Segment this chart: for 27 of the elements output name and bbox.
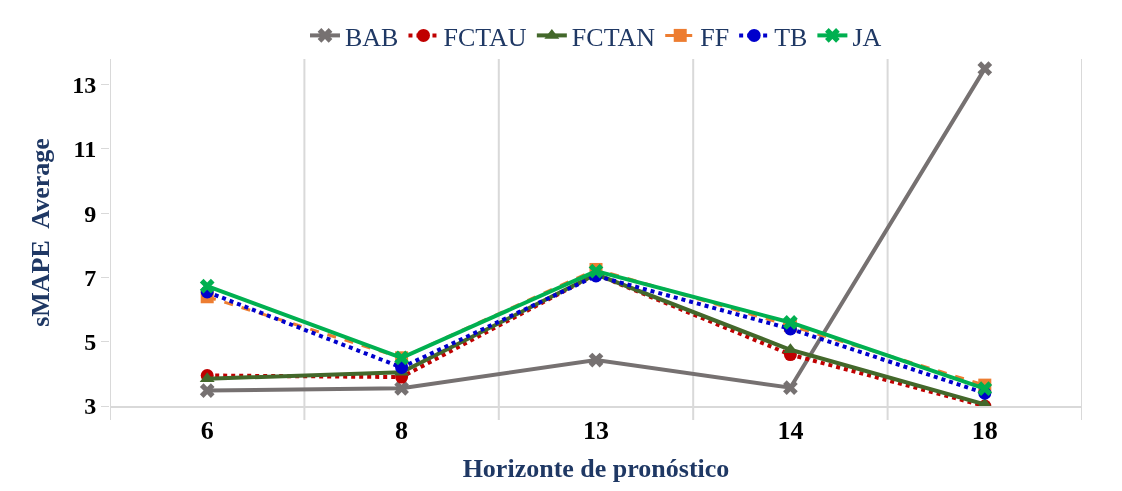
x-axis-title: Horizonte de pronóstico xyxy=(462,454,730,484)
y-tick-label: 11 xyxy=(73,136,97,163)
y-tick-label: 5 xyxy=(84,329,97,356)
point xyxy=(783,380,798,396)
point xyxy=(977,381,993,397)
point xyxy=(588,352,604,368)
legend-label: FF xyxy=(700,22,730,52)
legend-label: FCTAU xyxy=(443,22,527,52)
point xyxy=(394,380,409,396)
x-tick-label: 14 xyxy=(777,416,804,446)
y-tick-label: 3 xyxy=(84,393,97,420)
point xyxy=(783,315,798,330)
legend-label: JA xyxy=(852,22,882,52)
y-tick-label: 13 xyxy=(72,72,97,99)
x-tick-label: 6 xyxy=(200,416,214,446)
point xyxy=(977,61,993,76)
x-tick-label: 13 xyxy=(583,416,609,446)
legend-label: TB xyxy=(774,22,808,52)
x-tick-label: 18 xyxy=(971,416,998,446)
y-tick-label: 7 xyxy=(84,264,97,291)
x-tick-label: 8 xyxy=(395,416,409,446)
legend-label: BAB xyxy=(345,22,399,52)
y-tick-label: 9 xyxy=(84,200,97,227)
y-axis-title: sMAPE Average xyxy=(25,138,55,327)
point xyxy=(199,383,215,398)
legend-label: FCTAN xyxy=(571,22,656,52)
point xyxy=(199,278,215,294)
